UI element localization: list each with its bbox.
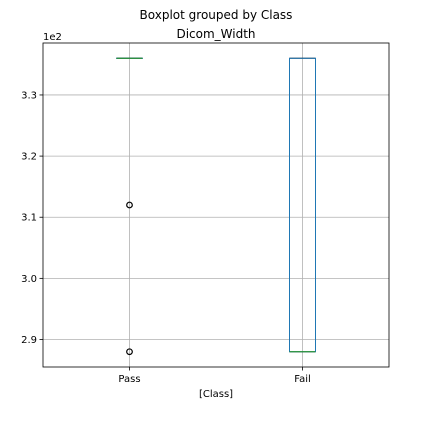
grid-layer: [43, 43, 389, 367]
outlier-point: [126, 348, 133, 356]
chart-suptitle: Boxplot grouped by Class: [140, 8, 293, 22]
y-tick-label: 3.3: [21, 90, 37, 101]
x-axis-label: [Class]: [199, 389, 233, 400]
axis-layer: 2.9 3.0 3.1 3.2 3.3 Pass Fail: [21, 90, 311, 385]
y-tick-label: 3.0: [21, 274, 37, 285]
box-group-fail: [289, 57, 316, 353]
y-tick-label: 3.1: [21, 213, 37, 224]
box-layer: [116, 57, 316, 356]
x-tick-label: Fail: [294, 374, 311, 385]
box-group-pass: [116, 57, 143, 356]
y-scale-label: 1e2: [43, 32, 62, 43]
y-tick-label: 2.9: [21, 335, 37, 346]
x-tick-label: Pass: [118, 374, 140, 385]
chart-title: Dicom_Width: [176, 27, 255, 41]
y-tick-label: 3.2: [21, 152, 37, 163]
outlier-point: [126, 201, 133, 209]
plot-area-frame: [42, 42, 390, 368]
